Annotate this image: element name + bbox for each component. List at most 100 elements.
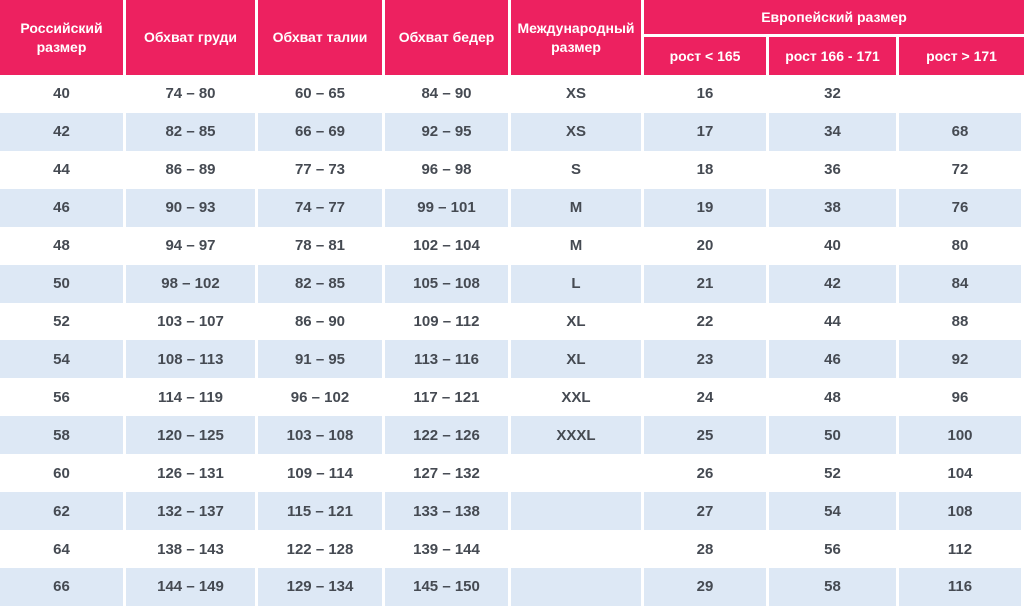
header-european-size: Европейский размер [644, 0, 1024, 37]
table-cell: 56 [0, 378, 126, 417]
table-cell: 50 [769, 416, 899, 455]
table-cell: 126 – 131 [126, 454, 258, 493]
table-row: 62 132 – 137 115 – 121 133 – 138 27 54 108 [0, 492, 1024, 531]
table-cell: 24 [644, 378, 769, 417]
table-cell: 48 [769, 378, 899, 417]
table-cell: 139 – 144 [385, 530, 511, 568]
table-row: 50 98 – 102 82 – 85 105 – 108 L 21 42 84 [0, 264, 1024, 303]
header-chest: Обхват груди [126, 0, 258, 75]
table-cell: 86 – 89 [126, 150, 258, 189]
table-cell: 56 [769, 530, 899, 568]
table-row: 66 144 – 149 129 – 134 145 – 150 29 58 116 [0, 567, 1024, 606]
table-cell: 19 [644, 188, 769, 227]
table-row: 60 126 – 131 109 – 114 127 – 132 26 52 104 [0, 454, 1024, 493]
table-cell: 50 [0, 264, 126, 303]
table-row: 40 74 – 80 60 – 65 84 – 90 XS 16 32 [0, 75, 1024, 113]
table-cell: 122 – 126 [385, 416, 511, 455]
table-cell: 44 [0, 150, 126, 189]
table-cell: 48 [0, 226, 126, 265]
table-cell: 117 – 121 [385, 378, 511, 417]
header-russian-size: Российский размер [0, 0, 126, 75]
table-cell: 99 – 101 [385, 188, 511, 227]
table-cell: 21 [644, 264, 769, 303]
table-cell: 36 [769, 150, 899, 189]
table-cell: L [511, 264, 644, 303]
table-cell: 32 [769, 75, 899, 113]
table-cell: 104 [899, 454, 1024, 493]
table-cell: 108 – 113 [126, 340, 258, 379]
table-cell [511, 454, 644, 493]
table-cell: XXL [511, 378, 644, 417]
table-cell: 76 [899, 188, 1024, 227]
table-cell: 96 – 98 [385, 150, 511, 189]
table-row: 52 103 – 107 86 – 90 109 – 112 XL 22 44 88 [0, 302, 1024, 341]
table-cell: 82 – 85 [126, 112, 258, 151]
table-cell: 66 [0, 567, 126, 606]
table-cell: 25 [644, 416, 769, 455]
header-international-size: Международный размер [511, 0, 644, 75]
table-cell: 90 – 93 [126, 188, 258, 227]
table-cell: 116 [899, 567, 1024, 606]
table-cell: 46 [769, 340, 899, 379]
table-cell: 84 – 90 [385, 75, 511, 113]
table-cell: 40 [769, 226, 899, 265]
table-cell: XXXL [511, 416, 644, 455]
table-cell: 133 – 138 [385, 492, 511, 531]
table-row: 42 82 – 85 66 – 69 92 – 95 XS 17 34 68 [0, 112, 1024, 151]
table-cell: XS [511, 75, 644, 113]
table-cell: 127 – 132 [385, 454, 511, 493]
table-cell: 103 – 108 [258, 416, 385, 455]
table-cell: 98 – 102 [126, 264, 258, 303]
table-cell: 18 [644, 150, 769, 189]
table-cell: 144 – 149 [126, 567, 258, 606]
table-cell: 91 – 95 [258, 340, 385, 379]
table-cell: 94 – 97 [126, 226, 258, 265]
table-cell: 114 – 119 [126, 378, 258, 417]
table-cell [511, 530, 644, 568]
table-cell: 44 [769, 302, 899, 341]
table-cell: M [511, 226, 644, 265]
table-cell: 120 – 125 [126, 416, 258, 455]
table-cell: 62 [0, 492, 126, 531]
table-cell: 109 – 114 [258, 454, 385, 493]
table-cell: 80 [899, 226, 1024, 265]
table-cell: 60 – 65 [258, 75, 385, 113]
table-body: 40 74 – 80 60 – 65 84 – 90 XS 16 32 42 82 – 85 66… [0, 75, 1024, 606]
table-cell: 68 [899, 112, 1024, 151]
table-cell: 54 [0, 340, 126, 379]
table-cell: 17 [644, 112, 769, 151]
table-cell: 84 [899, 264, 1024, 303]
table-cell [511, 492, 644, 531]
table-cell: 96 – 102 [258, 378, 385, 417]
table-cell: XL [511, 340, 644, 379]
table-cell: 78 – 81 [258, 226, 385, 265]
table-cell: 88 [899, 302, 1024, 341]
header-hips: Обхват бедер [385, 0, 511, 75]
table-cell: 34 [769, 112, 899, 151]
table-cell: 38 [769, 188, 899, 227]
table-cell: 66 – 69 [258, 112, 385, 151]
table-cell: 92 [899, 340, 1024, 379]
table-cell: 42 [0, 112, 126, 151]
table-header: Российский размер Обхват груди Обхват та… [0, 0, 1024, 75]
header-height-lt-165: рост < 165 [644, 37, 769, 75]
table-row: 48 94 – 97 78 – 81 102 – 104 M 20 40 80 [0, 226, 1024, 265]
table-cell: 26 [644, 454, 769, 493]
table-cell: 115 – 121 [258, 492, 385, 531]
table-cell: 86 – 90 [258, 302, 385, 341]
table-cell: 20 [644, 226, 769, 265]
table-cell: 52 [769, 454, 899, 493]
table-cell: 58 [769, 567, 899, 606]
table-cell: 60 [0, 454, 126, 493]
table-row: 44 86 – 89 77 – 73 96 – 98 S 18 36 72 [0, 150, 1024, 189]
table-cell: 52 [0, 302, 126, 341]
table-cell [511, 567, 644, 606]
table-cell: XL [511, 302, 644, 341]
table-cell: 23 [644, 340, 769, 379]
table-cell: 138 – 143 [126, 530, 258, 568]
table-cell: 74 – 77 [258, 188, 385, 227]
table-cell: 108 [899, 492, 1024, 531]
table-cell: 72 [899, 150, 1024, 189]
table-cell: 27 [644, 492, 769, 531]
table-cell: XS [511, 112, 644, 151]
